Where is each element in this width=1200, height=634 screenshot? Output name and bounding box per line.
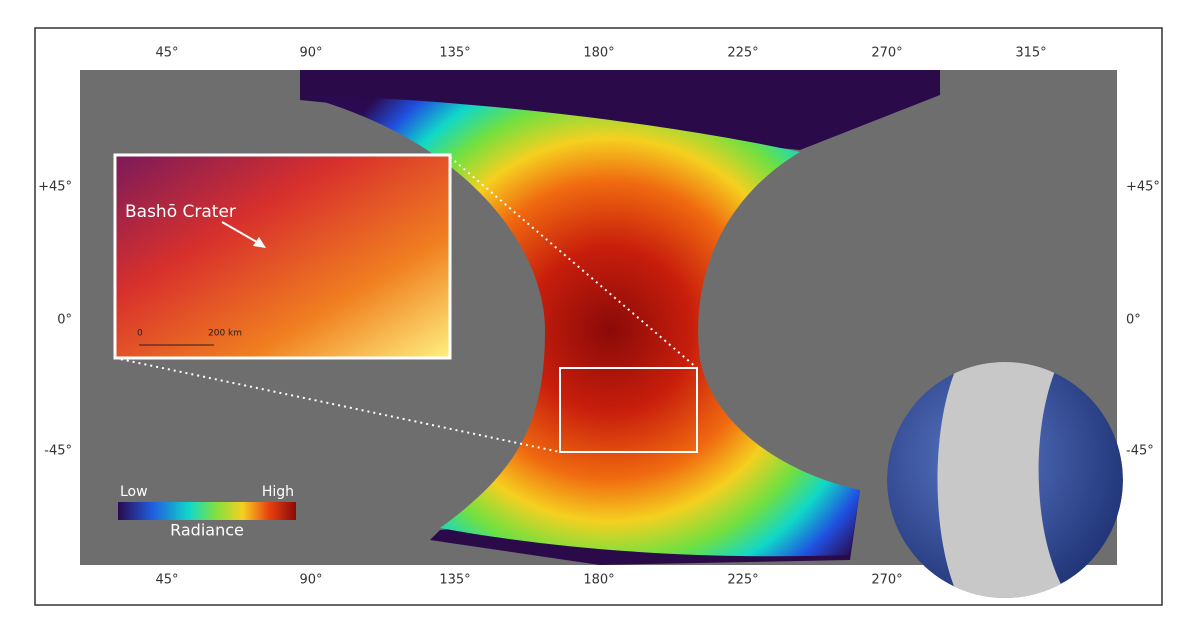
- crater-arrow-head: [253, 237, 266, 248]
- zoom-line: [114, 357, 561, 453]
- frame: [34, 27, 1163, 606]
- legend-bar: [118, 502, 296, 520]
- longitude-label: 45°: [155, 573, 178, 588]
- longitude-label: 180°: [583, 573, 614, 588]
- legend-low: Low: [120, 484, 148, 500]
- zoom-region: [559, 367, 698, 453]
- longitude-label: 180°: [583, 46, 614, 61]
- crater-label: Bashō Crater: [125, 202, 236, 222]
- legend-high: High: [262, 484, 294, 500]
- zoom-line: [449, 156, 698, 369]
- latitude-label: -45°: [44, 444, 72, 459]
- crater-arrow: [221, 221, 263, 246]
- latitude-label: -45°: [1126, 444, 1154, 459]
- longitude-label: 90°: [299, 573, 322, 588]
- globe: [887, 362, 1123, 598]
- globe-coverage: [937, 362, 1070, 598]
- no-data-top: [300, 70, 940, 150]
- longitude-label: 135°: [439, 573, 470, 588]
- longitude-label: 225°: [727, 46, 758, 61]
- scale-end: 200 km: [208, 329, 242, 339]
- scale-start: 0: [137, 329, 143, 339]
- latitude-label: 0°: [57, 313, 72, 328]
- latitude-label: +45°: [38, 180, 72, 195]
- legend-title: Radiance: [170, 521, 244, 540]
- longitude-label: 90°: [299, 46, 322, 61]
- longitude-label: 135°: [439, 46, 470, 61]
- longitude-label: 315°: [1015, 46, 1046, 61]
- longitude-label: 45°: [155, 46, 178, 61]
- radiance-coverage: [300, 95, 860, 557]
- longitude-label: 270°: [871, 46, 902, 61]
- longitude-label: 225°: [727, 573, 758, 588]
- latitude-label: +45°: [1126, 180, 1160, 195]
- inset-map: [113, 153, 452, 360]
- longitude-label: 270°: [871, 573, 902, 588]
- latitude-label: 0°: [1126, 313, 1141, 328]
